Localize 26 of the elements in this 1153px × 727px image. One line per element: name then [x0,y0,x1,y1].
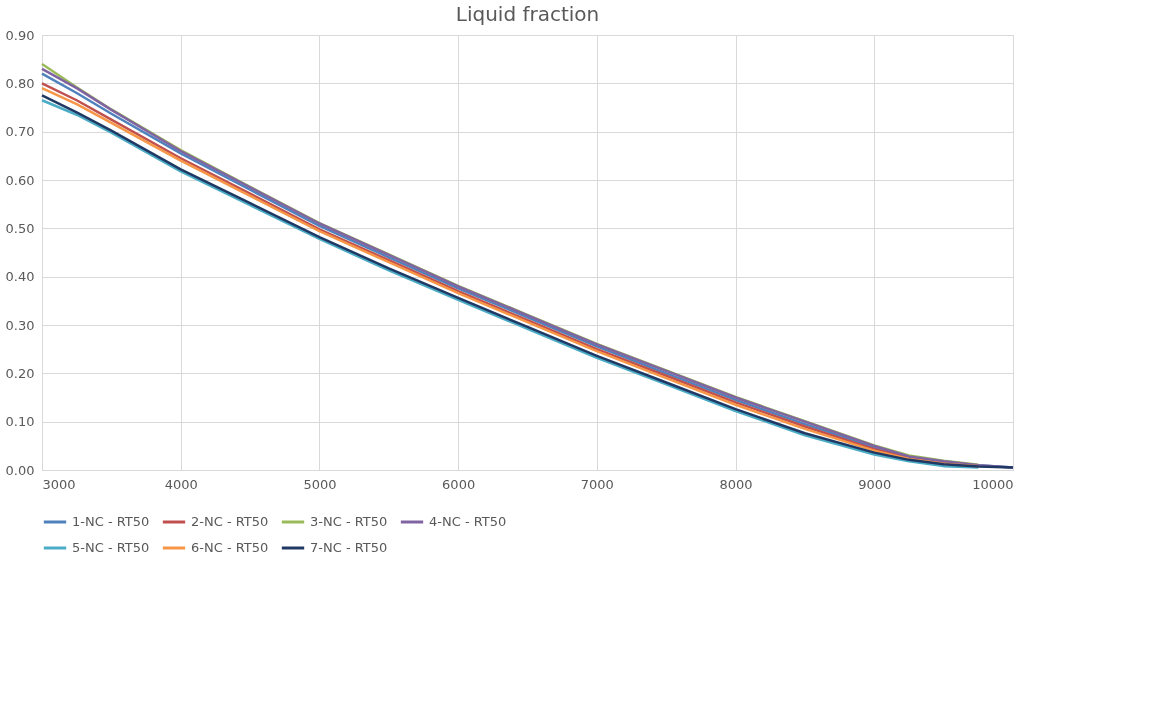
x-tick-label: 6000 [442,476,476,492]
y-tick-label: 0.70 [5,124,35,140]
x-tick-label: 3000 [42,476,76,492]
legend-label: 7-NC - RT50 [310,540,388,555]
y-tick-label: 0.30 [5,317,35,333]
y-tick-label: 0.10 [5,414,35,430]
legend-label: 6-NC - RT50 [191,540,269,555]
legend-label: 5-NC - RT50 [72,540,150,555]
x-tick-label: 10000 [972,476,1014,492]
y-tick-label: 0.40 [5,269,35,285]
x-tick-label: 9000 [858,476,892,492]
legend-label: 4-NC - RT50 [429,514,507,529]
x-tick-label: 7000 [580,476,614,492]
x-tick-label: 8000 [719,476,753,492]
y-tick-label: 0.80 [5,75,35,91]
legend-label: 1-NC - RT50 [72,514,150,529]
y-tick-label: 0.60 [5,172,35,188]
chart-title: Liquid fraction [455,2,600,26]
x-tick-label: 5000 [303,476,337,492]
x-tick-label: 4000 [164,476,198,492]
legend-label: 2-NC - RT50 [191,514,269,529]
y-tick-label: 0.00 [5,462,35,478]
legend-label: 3-NC - RT50 [310,514,388,529]
y-tick-label: 0.50 [5,220,35,236]
y-tick-label: 0.90 [5,27,35,43]
y-tick-label: 0.20 [5,365,35,381]
